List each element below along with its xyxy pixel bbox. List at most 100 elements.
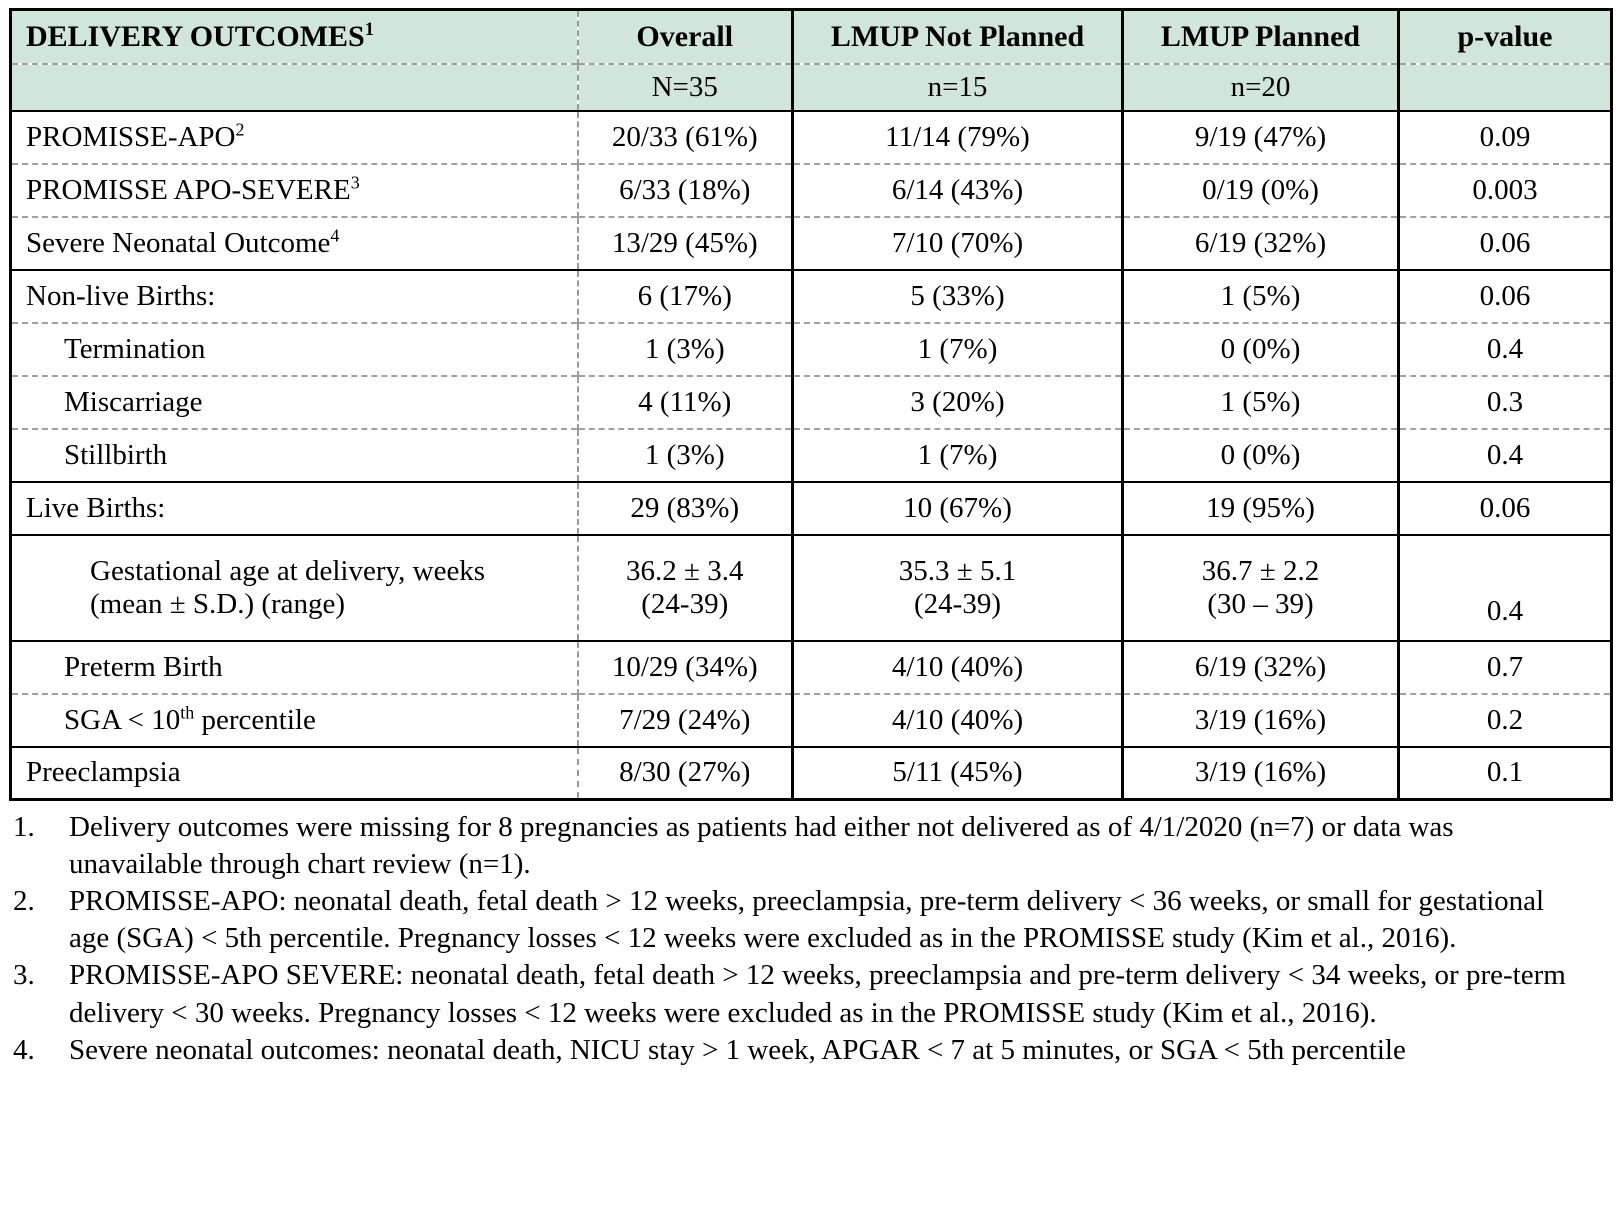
delivery-outcomes-table: DELIVERY OUTCOMES1 Overall LMUP Not Plan… xyxy=(9,8,1613,801)
footnotes: 1. Delivery outcomes were missing for 8 … xyxy=(9,809,1611,1069)
cell-overall: 13/29 (45%) xyxy=(577,215,794,270)
footnote-text: Severe neonatal outcomes: neonatal death… xyxy=(69,1033,1406,1066)
cell-overall: 10/29 (34%) xyxy=(577,639,794,694)
cell-lmup-planned: 1 (5%) xyxy=(1122,374,1400,429)
row-label: Preeclampsia xyxy=(10,745,579,800)
cell-overall: 1 (3%) xyxy=(577,321,794,376)
table-row-termination: Termination 1 (3%) 1 (7%) 0 (0%) 0.4 xyxy=(10,321,1612,376)
table-row-non-live-births: Non-live Births: 6 (17%) 5 (33%) 1 (5%) … xyxy=(10,268,1612,323)
cell-p-value: 0.4 xyxy=(1398,321,1612,376)
cell-lmup-not-planned: 11/14 (79%) xyxy=(792,109,1124,164)
row-label-text: PROMISSE-APO xyxy=(26,120,236,153)
cell-p-value: 0.06 xyxy=(1398,480,1612,535)
cell-p-value: 0.4 xyxy=(1398,533,1612,641)
cell-lmup-not-planned: 1 (7%) xyxy=(792,321,1124,376)
cell-lmup-planned: 0 (0%) xyxy=(1122,321,1400,376)
footnote-text: PROMISSE-APO: neonatal death, fetal deat… xyxy=(69,885,1545,955)
column-header-overall: Overall xyxy=(577,9,794,64)
n-lmup-not-planned: n=15 xyxy=(792,62,1124,111)
cell-p-value: 0.7 xyxy=(1398,639,1612,694)
cell-overall: 7/29 (24%) xyxy=(577,692,794,747)
row-label-text: PROMISSE APO-SEVERE xyxy=(26,173,351,206)
column-header-lmup-not-planned: LMUP Not Planned xyxy=(792,9,1124,64)
row-label: Preterm Birth xyxy=(10,639,579,694)
cell-lmup-not-planned: 10 (67%) xyxy=(792,480,1124,535)
cell-p-value: 0.09 xyxy=(1398,109,1612,164)
cell-lmup-not-planned: 1 (7%) xyxy=(792,427,1124,482)
row-label: Termination xyxy=(10,321,579,376)
table-row-severe-neonatal-outcome: Severe Neonatal Outcome4 13/29 (45%) 7/1… xyxy=(10,215,1612,270)
cell-p-value: 0.06 xyxy=(1398,268,1612,323)
row-label: Gestational age at delivery, weeks (mean… xyxy=(10,533,579,641)
row-label: Live Births: xyxy=(10,480,579,535)
column-header-lmup-planned: LMUP Planned xyxy=(1122,9,1400,64)
cell-lmup-not-planned: 35.3 ± 5.1 (24-39) xyxy=(792,533,1124,641)
cell-lmup-planned: 0 (0%) xyxy=(1122,427,1400,482)
cell-overall: 6 (17%) xyxy=(577,268,794,323)
cell-lmup-planned: 9/19 (47%) xyxy=(1122,109,1400,164)
cell-overall: 1 (3%) xyxy=(577,427,794,482)
row-label-text: percentile xyxy=(194,703,316,736)
footnote-ref-2: 2 xyxy=(235,118,245,139)
header-n-row: N=35 n=15 n=20 xyxy=(10,62,1612,111)
table-title: DELIVERY OUTCOMES1 xyxy=(10,9,579,64)
cell-p-value: 0.06 xyxy=(1398,215,1612,270)
footnote-item-3: 3. PROMISSE-APO SEVERE: neonatal death, … xyxy=(9,957,1591,1031)
cell-lmup-not-planned: 5 (33%) xyxy=(792,268,1124,323)
table-row-promisse-apo-severe: PROMISSE APO-SEVERE3 6/33 (18%) 6/14 (43… xyxy=(10,162,1612,217)
footnote-item-1: 1. Delivery outcomes were missing for 8 … xyxy=(9,809,1591,883)
table-title-text: DELIVERY OUTCOMES xyxy=(26,19,365,53)
cell-lmup-planned: 0/19 (0%) xyxy=(1122,162,1400,217)
row-label: Non-live Births: xyxy=(10,268,579,323)
cell-lmup-planned: 6/19 (32%) xyxy=(1122,215,1400,270)
cell-lmup-planned: 36.7 ± 2.2 (30 – 39) xyxy=(1122,533,1400,641)
cell-overall: 20/33 (61%) xyxy=(577,109,794,164)
header-n-blank xyxy=(10,62,579,111)
cell-lmup-not-planned: 6/14 (43%) xyxy=(792,162,1124,217)
header-row: DELIVERY OUTCOMES1 Overall LMUP Not Plan… xyxy=(10,9,1612,64)
footnote-item-4: 4. Severe neonatal outcomes: neonatal de… xyxy=(9,1032,1591,1069)
row-label-text: Severe Neonatal Outcome xyxy=(26,226,331,259)
footnote-number: 1. xyxy=(13,811,35,843)
ordinal-superscript: th xyxy=(180,701,195,722)
n-lmup-planned: n=20 xyxy=(1122,62,1400,111)
footnote-ref-3: 3 xyxy=(350,171,360,192)
row-label: Severe Neonatal Outcome4 xyxy=(10,215,579,270)
footnote-text: PROMISSE-APO SEVERE: neonatal death, fet… xyxy=(69,959,1566,1029)
footnote-ref-4: 4 xyxy=(330,224,340,245)
row-label: Stillbirth xyxy=(10,427,579,482)
table-row-preeclampsia: Preeclampsia 8/30 (27%) 5/11 (45%) 3/19 … xyxy=(10,745,1612,800)
footnote-number: 4. xyxy=(13,1033,35,1066)
row-label: Miscarriage xyxy=(10,374,579,429)
cell-lmup-not-planned: 5/11 (45%) xyxy=(792,745,1124,800)
cell-lmup-planned: 6/19 (32%) xyxy=(1122,639,1400,694)
row-label: PROMISSE-APO2 xyxy=(10,109,579,164)
table-row-sga: SGA < 10th percentile 7/29 (24%) 4/10 (4… xyxy=(10,692,1612,747)
footnote-item-2: 2. PROMISSE-APO: neonatal death, fetal d… xyxy=(9,883,1591,957)
cell-lmup-planned: 3/19 (16%) xyxy=(1122,745,1400,800)
cell-lmup-not-planned: 3 (20%) xyxy=(792,374,1124,429)
table-row-miscarriage: Miscarriage 4 (11%) 3 (20%) 1 (5%) 0.3 xyxy=(10,374,1612,429)
cell-p-value: 0.1 xyxy=(1398,745,1612,800)
footnote-text: Delivery outcomes were missing for 8 pre… xyxy=(69,811,1454,881)
footnote-number: 3. xyxy=(13,959,35,992)
cell-p-value: 0.3 xyxy=(1398,374,1612,429)
cell-overall: 36.2 ± 3.4 (24-39) xyxy=(577,533,794,641)
cell-overall: 29 (83%) xyxy=(577,480,794,535)
row-label: SGA < 10th percentile xyxy=(10,692,579,747)
cell-lmup-not-planned: 4/10 (40%) xyxy=(792,692,1124,747)
cell-lmup-planned: 3/19 (16%) xyxy=(1122,692,1400,747)
table-row-stillbirth: Stillbirth 1 (3%) 1 (7%) 0 (0%) 0.4 xyxy=(10,427,1612,482)
table-row-preterm-birth: Preterm Birth 10/29 (34%) 4/10 (40%) 6/1… xyxy=(10,639,1612,694)
cell-lmup-not-planned: 4/10 (40%) xyxy=(792,639,1124,694)
cell-p-value: 0.4 xyxy=(1398,427,1612,482)
cell-lmup-not-planned: 7/10 (70%) xyxy=(792,215,1124,270)
table-row-gestational-age: Gestational age at delivery, weeks (mean… xyxy=(10,533,1612,641)
cell-p-value: 0.2 xyxy=(1398,692,1612,747)
table-row-live-births: Live Births: 29 (83%) 10 (67%) 19 (95%) … xyxy=(10,480,1612,535)
row-label: PROMISSE APO-SEVERE3 xyxy=(10,162,579,217)
cell-lmup-planned: 19 (95%) xyxy=(1122,480,1400,535)
cell-lmup-planned: 1 (5%) xyxy=(1122,268,1400,323)
column-header-p-value: p-value xyxy=(1398,9,1612,64)
